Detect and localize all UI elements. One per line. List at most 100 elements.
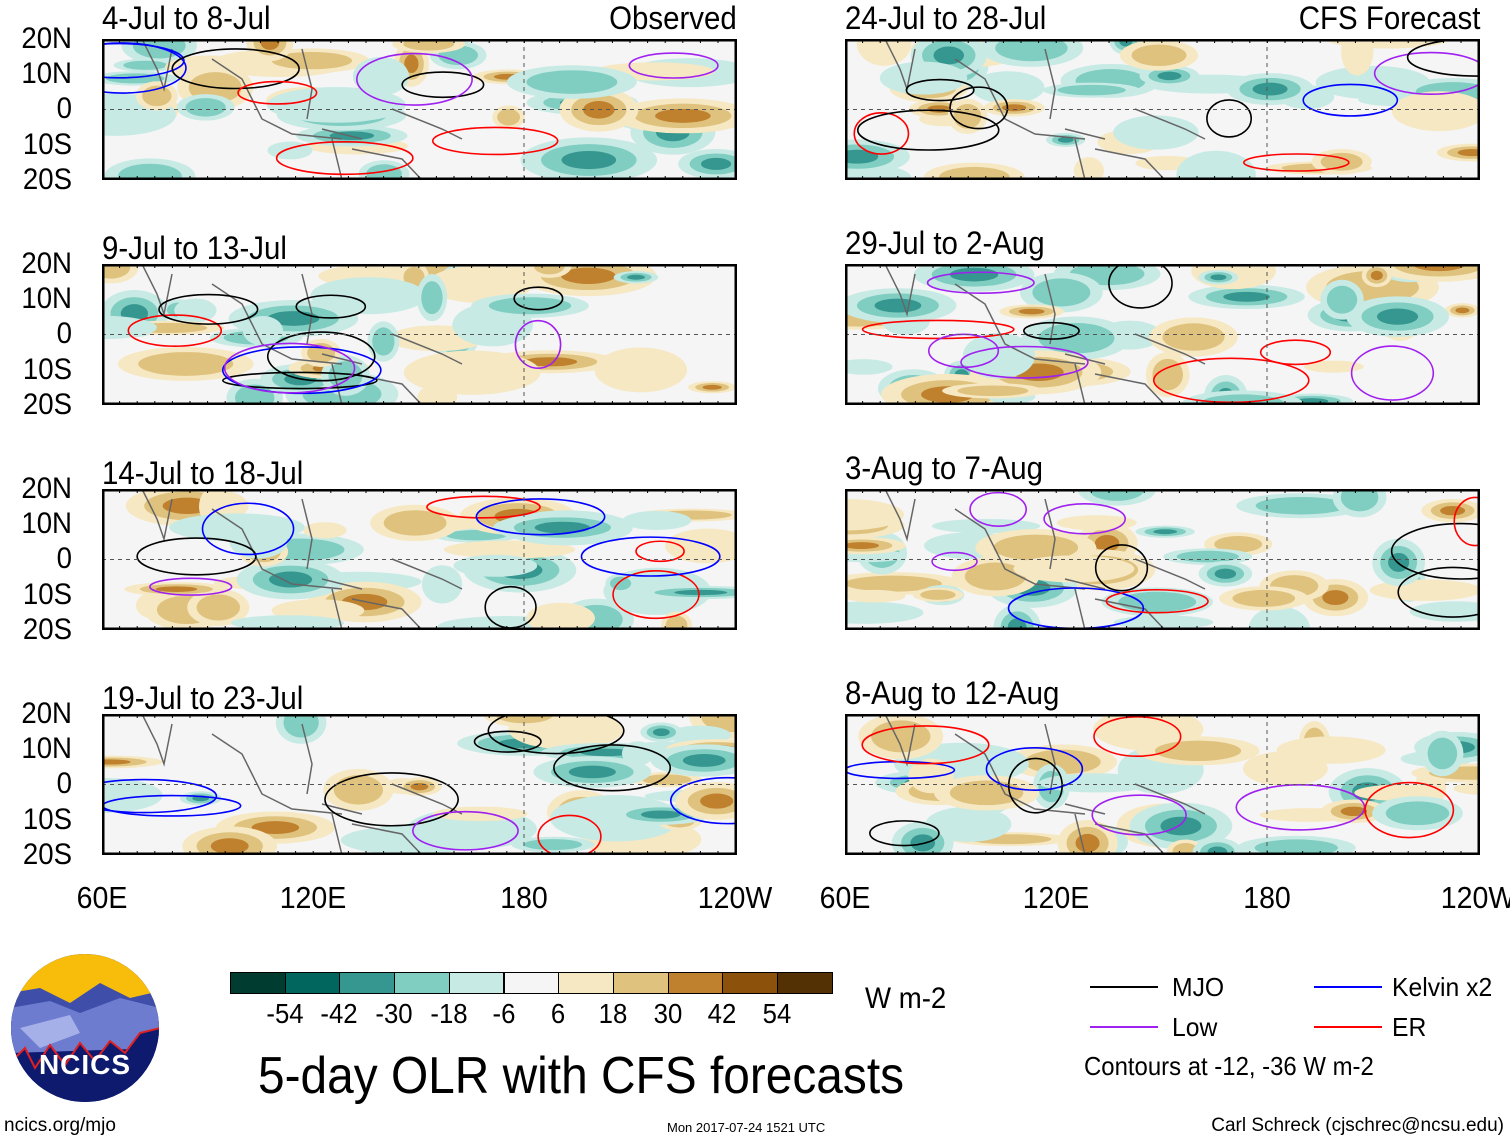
olr-negative-anomaly xyxy=(1113,115,1199,150)
mjo-contour xyxy=(222,371,378,390)
er-contour xyxy=(1152,357,1310,404)
er-contour xyxy=(1453,496,1480,547)
olr-negative-anomaly xyxy=(621,741,655,766)
colorbar-swatch xyxy=(230,972,286,994)
olr-negative-anomaly xyxy=(340,825,479,855)
panel-title: 24-Jul to 28-Jul xyxy=(845,0,1047,36)
olr-map-panel xyxy=(845,489,1480,630)
olr-negative-anomaly xyxy=(453,554,538,577)
kelvin-contour xyxy=(102,42,187,94)
lon-label: 60E xyxy=(76,880,128,915)
mjo-contour xyxy=(1397,566,1480,618)
panel-title: 4-Jul to 8-Jul xyxy=(102,0,271,36)
colorbar-swatch xyxy=(667,972,724,994)
olr-negative-anomaly xyxy=(1118,591,1197,613)
olr-negative-anomaly xyxy=(1057,137,1074,143)
olr-positive-anomaly xyxy=(526,602,595,630)
colorbar-label: 6 xyxy=(551,998,566,1029)
olr-positive-anomaly xyxy=(403,266,425,288)
legend-label-er: ER xyxy=(1392,1012,1427,1042)
er-contour xyxy=(861,725,990,765)
panel-title: 3-Aug to 7-Aug xyxy=(845,450,1044,486)
lon-label: 120E xyxy=(279,880,347,915)
colorbar-swatch xyxy=(448,972,505,994)
olr-positive-anomaly xyxy=(403,39,455,51)
olr-positive-anomaly xyxy=(845,542,879,550)
lat-label: 20S xyxy=(22,612,72,646)
olr-positive-anomaly xyxy=(1056,515,1137,531)
colorbar-swatch xyxy=(558,972,614,994)
olr-positive-anomaly xyxy=(497,108,521,126)
olr-positive-anomaly xyxy=(561,267,616,284)
lat-label: 20N xyxy=(21,472,72,505)
olr-negative-anomaly xyxy=(609,576,632,591)
mjo-contour xyxy=(487,714,625,755)
low-contour xyxy=(1043,503,1126,535)
olr-positive-anomaly xyxy=(1341,39,1374,76)
olr-map-panel xyxy=(845,714,1480,855)
olr-positive-anomaly xyxy=(1001,104,1027,112)
legend-label-low: Low xyxy=(1172,1012,1218,1042)
olr-negative-anomaly xyxy=(118,163,182,180)
olr-positive-anomaly xyxy=(665,615,688,630)
lat-label: 10S xyxy=(22,127,72,161)
panel-frame xyxy=(845,39,1480,180)
olr-negative-anomaly xyxy=(971,71,1045,104)
olr-positive-anomaly xyxy=(443,540,576,559)
lat-label: 0 xyxy=(56,542,72,576)
panel-title: 14-Jul to 18-Jul xyxy=(102,455,304,491)
mjo-contour xyxy=(869,820,940,847)
kelvin-contour xyxy=(201,502,295,556)
mjo-contour xyxy=(856,109,1000,151)
lat-label: 20S xyxy=(22,837,72,871)
mjo-contour xyxy=(1390,522,1480,580)
olr-positive-anomaly xyxy=(702,384,722,390)
panel-title: 19-Jul to 23-Jul xyxy=(102,680,304,716)
mjo-contour xyxy=(1406,39,1480,77)
colorbar-label: 18 xyxy=(598,998,628,1029)
er-contour xyxy=(1242,153,1350,172)
olr-negative-anomaly xyxy=(561,150,617,170)
mjo-contour xyxy=(171,48,300,90)
er-contour xyxy=(275,141,414,176)
mjo-contour xyxy=(1023,321,1080,340)
mjo-contour xyxy=(324,772,459,827)
olr-map-panel xyxy=(102,489,737,630)
mjo-contour xyxy=(553,744,672,792)
olr-negative-anomaly xyxy=(102,778,163,813)
olr-negative-anomaly xyxy=(674,589,728,596)
olr-positive-anomaly xyxy=(953,104,982,129)
olr-map-panel xyxy=(102,39,737,180)
olr-negative-anomaly xyxy=(1038,323,1115,354)
olr-negative-anomaly xyxy=(1223,291,1270,302)
mjo-contour xyxy=(1094,544,1149,592)
lat-label: 0 xyxy=(56,317,72,351)
olr-positive-anomaly xyxy=(260,39,280,50)
colorbar-swatch xyxy=(612,972,669,994)
olr-negative-anomaly xyxy=(1113,615,1214,630)
olr-positive-anomaly xyxy=(856,39,912,66)
olr-positive-anomaly xyxy=(155,586,198,593)
olr-positive-anomaly xyxy=(383,510,447,536)
olr-negative-anomaly xyxy=(627,274,645,280)
mjo-contour xyxy=(136,537,257,576)
olr-negative-anomaly xyxy=(1157,71,1182,81)
lon-label: 120W xyxy=(1440,880,1510,915)
legend-swatch-kelvin xyxy=(1314,986,1382,988)
olr-negative-anomaly xyxy=(174,298,217,323)
olr-negative-anomaly xyxy=(1160,816,1202,836)
legend-swatch-mjo xyxy=(1090,986,1158,988)
footer-url[interactable]: ncics.org/mjo xyxy=(4,1115,116,1136)
colorbar-label: -42 xyxy=(320,998,359,1029)
olr-negative-anomaly xyxy=(1326,285,1358,314)
kelvin-contour xyxy=(102,778,218,814)
olr-negative-anomaly xyxy=(266,86,406,123)
olr-positive-anomaly xyxy=(427,265,533,303)
er-contour xyxy=(426,495,541,519)
low-contour xyxy=(223,342,356,394)
olr-positive-anomaly xyxy=(949,780,1024,806)
panel-frame xyxy=(102,264,737,405)
colorbar-units: W m-2 xyxy=(865,982,947,1015)
olr-positive-anomaly xyxy=(404,54,419,74)
olr-negative-anomaly xyxy=(682,754,726,767)
